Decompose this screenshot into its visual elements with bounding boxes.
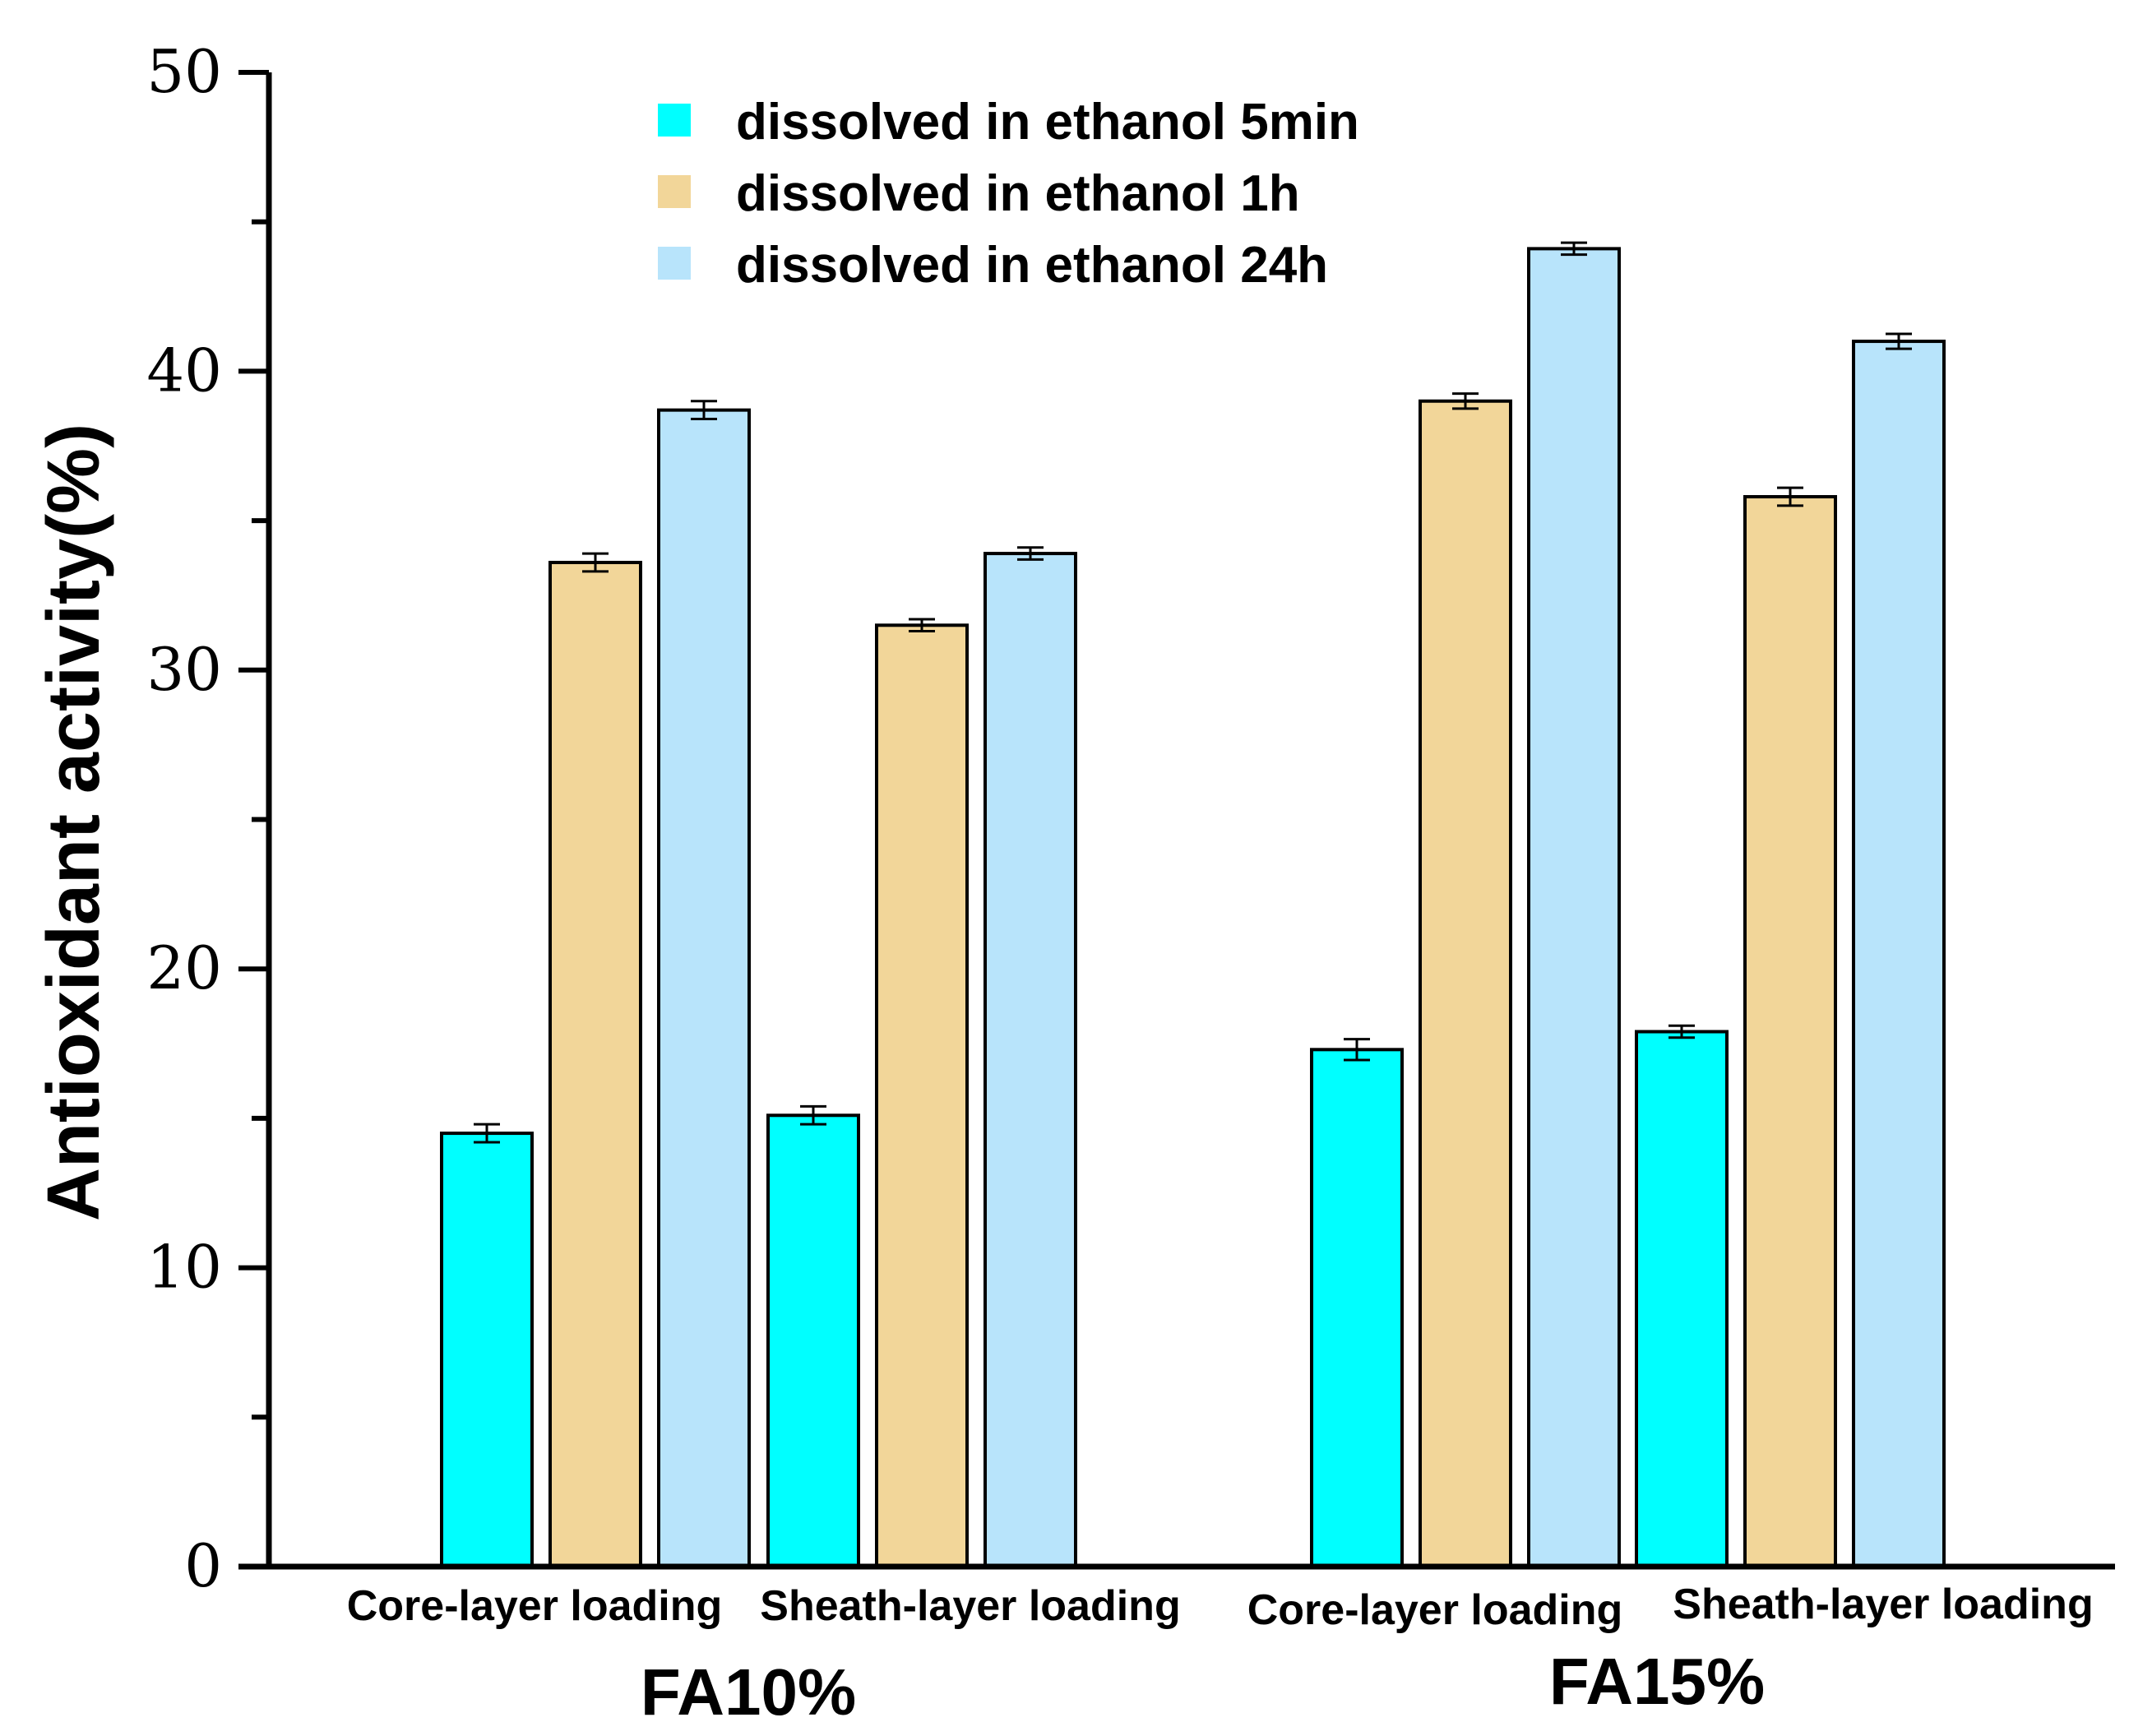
error-bar-series1-cat3 (1344, 1038, 1370, 1062)
error-bar-series2-cat1 (582, 552, 609, 573)
bar-series3-cat1 (657, 408, 751, 1569)
labels-layer: 0 10 20 30 40 50 Antioxidant activity(%) Core-l… (33, 37, 2094, 1729)
bar-series2-cat2 (875, 623, 969, 1568)
y-tick-label-20: 20 (146, 933, 222, 1002)
category-label-4: Sheath-layer loading (1673, 1581, 2093, 1628)
bar-series2-cat3 (1419, 399, 1512, 1568)
error-bar-series2-cat2 (909, 618, 935, 633)
y-tick-label-50: 50 (146, 37, 222, 106)
error-bar-series2-cat3 (1452, 392, 1479, 410)
y-tick-label-40: 40 (146, 336, 222, 405)
group-label-2: FA15% (1549, 1645, 1765, 1718)
axes-layer (238, 70, 2115, 1570)
legend-swatch-1 (658, 104, 691, 137)
group-label-1: FA10% (641, 1655, 856, 1729)
error-bar-series3-cat4 (1886, 332, 1912, 350)
legend-swatch-2 (658, 175, 691, 208)
y-axis-label: Antioxidant activity(%) (33, 424, 115, 1221)
error-bar-series2-cat4 (1777, 486, 1803, 507)
bar-series2-cat1 (548, 560, 642, 1569)
legend-label-3: dissolved in ethanol 24h (736, 237, 1328, 294)
legend: dissolved in ethanol 5min dissolved in et… (658, 94, 1359, 294)
bar-series3-cat4 (1852, 340, 1946, 1568)
y-tick-label-0: 0 (184, 1531, 222, 1600)
error-bar-series1-cat1 (474, 1123, 500, 1144)
bar-series1-cat4 (1635, 1030, 1729, 1569)
y-tick-label-30: 30 (146, 635, 222, 704)
bar-series3-cat2 (984, 552, 1077, 1568)
legend-item-2: dissolved in ethanol 1h (658, 165, 1300, 222)
error-bar-series3-cat3 (1561, 241, 1587, 257)
legend-item-3: dissolved in ethanol 24h (658, 237, 1328, 294)
bar-series1-cat1 (440, 1132, 534, 1568)
error-bar-series3-cat2 (1017, 546, 1044, 561)
legend-item-1: dissolved in ethanol 5min (658, 94, 1359, 150)
legend-label-1: dissolved in ethanol 5min (736, 94, 1359, 150)
bar-series1-cat3 (1310, 1048, 1404, 1568)
error-bar-series1-cat4 (1668, 1024, 1695, 1039)
legend-label-2: dissolved in ethanol 1h (736, 165, 1300, 222)
category-label-1: Core-layer loading (347, 1582, 723, 1630)
category-label-3: Core-layer loading (1247, 1586, 1623, 1634)
error-bar-series3-cat1 (691, 400, 717, 421)
bar-series1-cat2 (766, 1113, 860, 1568)
bars-layer (440, 241, 1946, 1569)
error-bar-series1-cat2 (800, 1104, 826, 1126)
bar-series2-cat4 (1743, 495, 1837, 1569)
legend-swatch-3 (658, 247, 691, 280)
y-tick-label-10: 10 (146, 1233, 222, 1302)
bar-series3-cat3 (1527, 247, 1621, 1568)
category-label-2: Sheath-layer loading (760, 1582, 1180, 1630)
